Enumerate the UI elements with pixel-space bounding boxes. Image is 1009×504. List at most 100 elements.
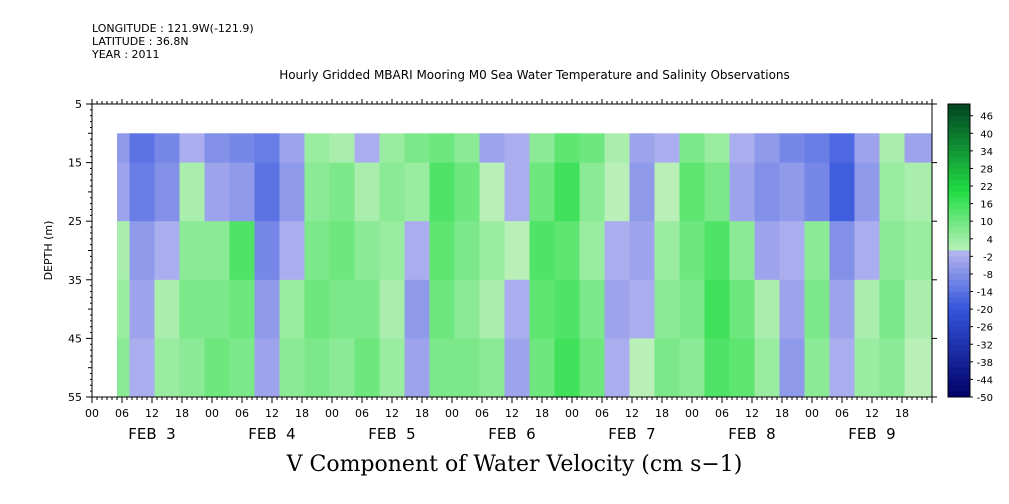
heatmap-cell [829,338,855,398]
heatmap-cell [629,162,655,222]
colorbar-label: -44 [977,375,993,386]
heatmap-cell [779,221,805,281]
heatmap-cell [629,221,655,281]
heatmap-cell [879,279,905,339]
heatmap-cell [429,133,455,164]
colorbar: 46 40 34 28 22 16 10 4 -2 -8 -14 -20 -26 -32 -38 -44 -50 [947,103,993,404]
x-axis: 00 06 12 18 00 06 12 18 00 06 12 18 00 06 12 18 00 06 12 18… [85,99,933,443]
y-tick-label: 15 [68,157,82,170]
heatmap-cell [454,338,480,398]
heatmap-cell [404,162,430,222]
heatmap-cell [204,221,230,281]
heatmap-cell [679,133,705,164]
colorbar-swatch [948,373,970,380]
heatmap-cell [117,338,130,398]
heatmap-cell [679,221,705,281]
x-hour-label: 00 [685,407,699,420]
x-day-label: FEB 6 [488,425,535,443]
heatmap-cell [204,162,230,222]
heatmap-cell [504,221,530,281]
heatmap-cell [754,279,780,339]
heatmap-cell [354,338,380,398]
heatmap-cell [529,338,555,398]
heatmap-cell [279,338,305,398]
colorbar-label: 40 [980,129,993,140]
heatmap-cell [729,338,755,398]
colorbar-swatch [948,297,970,304]
x-day-label: FEB 5 [368,425,415,443]
heatmap-cell [404,133,430,164]
heatmap-cell [554,279,580,339]
y-tick-label: 25 [68,215,82,228]
x-day-label: FEB 7 [608,425,655,443]
heatmap-cell [529,279,555,339]
heatmap-cell [779,279,805,339]
colorbar-swatch [948,332,970,339]
heatmap-cell [904,162,933,222]
latitude-label: LATITUDE : 36.8N [92,35,189,48]
heatmap-cell [304,133,330,164]
heatmap-cell [704,338,730,398]
heatmap-cell [304,338,330,398]
heatmap-cell [129,338,155,398]
x-day-label: FEB 4 [248,425,295,443]
heatmap-cell [879,338,905,398]
heatmap-cell [479,279,505,339]
heatmap-cell [579,221,605,281]
heatmap-cell [329,338,355,398]
heatmap-cell [304,162,330,222]
heatmap-cell [704,221,730,281]
colorbar-swatch [948,162,970,169]
heatmap-cell [229,133,255,164]
heatmap-cell [154,162,180,222]
heatmap-cell [279,162,305,222]
heatmap-cell [604,162,630,222]
colorbar-swatch [948,344,970,351]
heatmap-cell [879,133,905,164]
heatmap-cell [229,338,255,398]
heatmap-cell [354,133,380,164]
heatmap-cell [379,338,405,398]
heatmap-cell [154,133,180,164]
y-axis: 5 15 25 35 45 55 [68,98,937,404]
x-day-label: FEB 8 [728,425,775,443]
heatmap-cell [904,221,933,281]
y-axis-label: DEPTH (m) [42,221,55,281]
colorbar-label: -2 [983,252,993,263]
heatmap-cell [679,338,705,398]
colorbar-swatch [948,244,970,251]
heatmap-cell [279,133,305,164]
heatmap-cell [479,133,505,164]
colorbar-swatch [948,215,970,222]
heatmap-cell [754,133,780,164]
heatmap-cell [354,279,380,339]
colorbar-label: 28 [980,164,993,175]
heatmap-cell [579,279,605,339]
colorbar-swatch [948,355,970,363]
heatmap-cell [204,133,230,164]
colorbar-label: 46 [980,112,993,123]
heatmap-cell [729,162,755,222]
heatmap-cell [904,279,933,339]
y-tick-label: 55 [68,391,82,404]
heatmap-cell [779,338,805,398]
heatmap-cell [804,338,830,398]
heatmap-cell [229,221,255,281]
heatmap-cell [554,162,580,222]
chart-title: Hourly Gridded MBARI Mooring M0 Sea Wate… [279,68,790,82]
heatmap-cell [504,133,530,164]
heatmap-cell [629,279,655,339]
heatmap-cell [254,279,280,339]
heatmap-cell [404,279,430,339]
x-hour-label: 00 [325,407,339,420]
colorbar-swatch [948,180,970,187]
heatmap-cell [654,279,680,339]
heatmap-cell [854,338,880,398]
x-hour-label: 00 [805,407,819,420]
heatmap-cell [704,279,730,339]
heatmap-cell [804,162,830,222]
x-hour-label: 12 [265,407,279,420]
heatmap-cell [529,133,555,164]
x-hour-label: 06 [595,407,609,420]
